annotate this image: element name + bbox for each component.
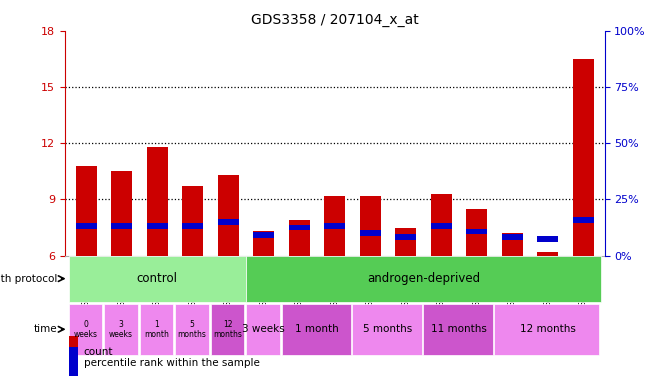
Bar (147, 223, 168, 228)
Bar (537, 252, 558, 256)
Bar (68, 347, 78, 377)
Text: androgen-deprived: androgen-deprived (367, 272, 480, 285)
Bar (68, 256, 246, 301)
Text: 1
month: 1 month (144, 319, 169, 339)
Bar (68, 336, 78, 366)
Text: 0
weeks: 0 weeks (73, 319, 98, 339)
Text: growth protocol: growth protocol (0, 274, 58, 284)
Bar (218, 175, 239, 256)
Bar (359, 230, 381, 236)
Text: 3
weeks: 3 weeks (109, 319, 133, 339)
Bar (573, 217, 594, 223)
Bar (573, 59, 594, 256)
Title: GDS3358 / 207104_x_at: GDS3358 / 207104_x_at (251, 13, 419, 27)
Bar (395, 234, 417, 240)
Bar (352, 304, 422, 354)
Bar (111, 223, 133, 228)
Text: control: control (136, 272, 178, 285)
Bar (211, 304, 244, 354)
Bar (281, 304, 351, 354)
Text: 5 months: 5 months (363, 324, 413, 334)
Bar (75, 166, 97, 256)
Bar (175, 304, 209, 354)
Text: 12 months: 12 months (520, 324, 576, 334)
Bar (218, 219, 239, 225)
Text: 12
months: 12 months (213, 319, 242, 339)
Bar (140, 304, 174, 354)
Bar (466, 228, 488, 234)
Text: 3 weeks: 3 weeks (242, 324, 285, 334)
Bar (537, 236, 558, 242)
Bar (502, 233, 523, 256)
Bar (182, 186, 203, 256)
Bar (430, 194, 452, 256)
Text: 5
months: 5 months (177, 319, 207, 339)
Bar (502, 234, 523, 240)
Text: count: count (84, 347, 113, 357)
Bar (289, 220, 310, 256)
Bar (147, 147, 168, 256)
Bar (111, 171, 133, 256)
Bar (246, 304, 280, 354)
Bar (466, 209, 488, 256)
Bar (424, 304, 493, 354)
Bar (324, 196, 345, 256)
Bar (495, 304, 599, 354)
Bar (246, 256, 601, 301)
Bar (395, 228, 417, 256)
Bar (324, 223, 345, 228)
Text: 11 months: 11 months (431, 324, 487, 334)
Bar (359, 196, 381, 256)
Bar (253, 232, 274, 238)
Bar (289, 225, 310, 230)
Bar (253, 231, 274, 256)
Text: percentile rank within the sample: percentile rank within the sample (84, 358, 259, 367)
Bar (430, 223, 452, 228)
Bar (75, 223, 97, 228)
Bar (68, 304, 103, 354)
Bar (182, 223, 203, 228)
Bar (104, 304, 138, 354)
Text: 1 month: 1 month (295, 324, 339, 334)
Text: time: time (34, 324, 58, 334)
